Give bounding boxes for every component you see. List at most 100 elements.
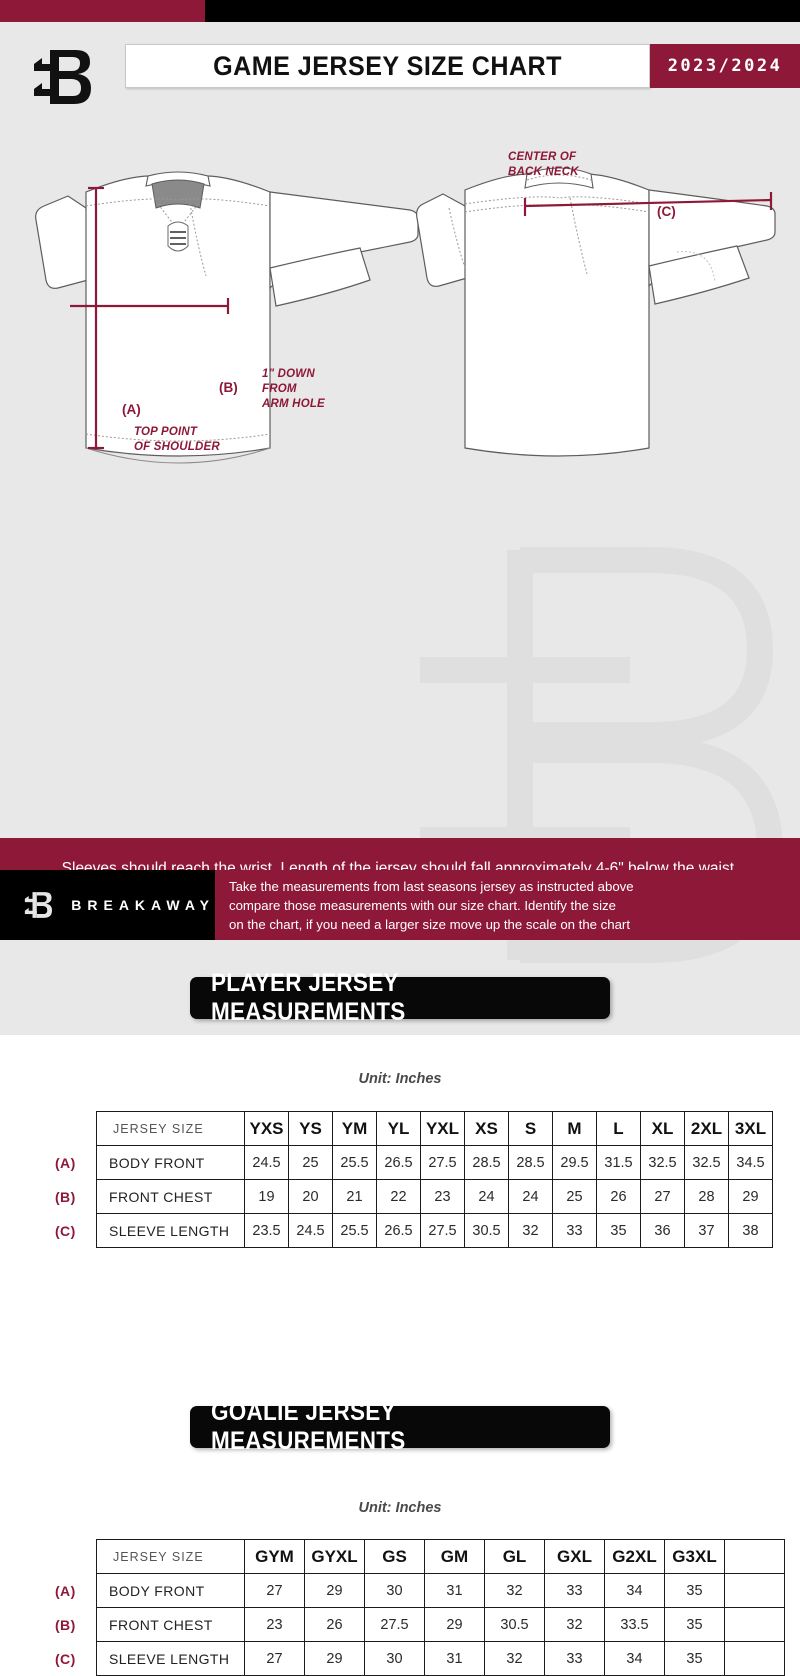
- table-row: (C) SLEEVE LENGTH 27 29 30 31 32 33 34 35: [55, 1641, 785, 1676]
- measurement-cell: 37: [684, 1213, 729, 1248]
- measurement-cell: 36: [640, 1213, 685, 1248]
- measurement-cell: 25.5: [332, 1145, 377, 1180]
- row-label-sleeve-length: (C) SLEEVE LENGTH: [55, 1641, 245, 1676]
- measurement-cell: 24: [464, 1179, 509, 1214]
- measurement-cell: 24: [508, 1179, 553, 1214]
- jersey-front-illustration: [35, 171, 419, 464]
- measurement-cell: 33: [552, 1213, 597, 1248]
- measurement-cell: 20: [288, 1179, 333, 1214]
- page-title-box: GAME JERSEY SIZE CHART: [125, 44, 650, 88]
- measurement-cell: 26.5: [376, 1213, 421, 1248]
- measurement-cell: 32: [544, 1607, 605, 1642]
- goalie-section-title: GOALIE JERSEY MEASUREMENTS: [211, 1398, 406, 1455]
- column-header-jersey-size: JERSEY SIZE: [96, 1111, 245, 1146]
- measurement-cell: 35: [596, 1213, 641, 1248]
- measurement-cell: 29.5: [552, 1145, 597, 1180]
- measurement-cell: 27.5: [420, 1145, 465, 1180]
- row-tag: (B): [55, 1616, 76, 1633]
- season-label: 2023/2024: [667, 56, 783, 76]
- measurement-cell: 25: [552, 1179, 597, 1214]
- page-header: GAME JERSEY SIZE CHART 2023/2024: [0, 44, 800, 104]
- measurement-cell: 30: [364, 1641, 425, 1676]
- footer-instructions-line2: compare those measurements with our size…: [229, 898, 617, 914]
- column-header-g2xl: G2XL: [604, 1539, 665, 1574]
- column-header-xl: XL: [640, 1111, 685, 1146]
- column-header-gm: GM: [424, 1539, 485, 1574]
- player-unit-label: Unit: Inches: [358, 1071, 442, 1087]
- page-title: GAME JERSEY SIZE CHART: [213, 50, 562, 81]
- measurement-cell: 31.5: [596, 1145, 641, 1180]
- column-header-3xl: 3XL: [728, 1111, 773, 1146]
- measurement-cell: 26: [304, 1607, 365, 1642]
- column-header-yxs: YXS: [244, 1111, 289, 1146]
- measurement-cell: 29: [728, 1179, 773, 1214]
- column-header-ym: YM: [332, 1111, 377, 1146]
- player-section-title: PLAYER JERSEY MEASUREMENTS: [211, 969, 406, 1026]
- measurement-cell: 32: [484, 1573, 545, 1608]
- goalie-unit-label: Unit: Inches: [358, 1500, 442, 1516]
- measurement-cell: 27: [244, 1641, 305, 1676]
- column-header-xs: XS: [464, 1111, 509, 1146]
- measurement-cell: 26: [596, 1179, 641, 1214]
- row-label-front-chest: (B) FRONT CHEST: [55, 1179, 245, 1214]
- page-footer: BREAKAWAY Take the measurements from las…: [0, 870, 800, 940]
- measure-tag-c: (C): [657, 204, 676, 219]
- breakaway-b-logo-icon: [28, 46, 102, 108]
- measurement-cell: 25.5: [332, 1213, 377, 1248]
- row-label-sleeve-length: (C) SLEEVE LENGTH: [55, 1213, 245, 1248]
- column-header-gym: GYM: [244, 1539, 305, 1574]
- measure-note-b-line1: 1" DOWN: [262, 368, 315, 380]
- footer-instructions: Take the measurements from last seasons …: [215, 870, 800, 940]
- top-accent-bar-maroon: [0, 0, 205, 22]
- measurement-cell: 23: [420, 1179, 465, 1214]
- measurement-cell: 30: [364, 1573, 425, 1608]
- measurement-cell: 35: [664, 1641, 725, 1676]
- column-header-s: S: [508, 1111, 553, 1146]
- measurement-cell: 19: [244, 1179, 289, 1214]
- measure-tag-b: (B): [219, 380, 238, 395]
- measurement-cell: 38: [728, 1213, 773, 1248]
- column-header-2xl: 2XL: [684, 1111, 729, 1146]
- footer-brand-block: BREAKAWAY: [0, 870, 215, 940]
- measurement-cell: [724, 1607, 785, 1642]
- season-badge: 2023/2024: [650, 44, 800, 88]
- measurement-cell: [724, 1573, 785, 1608]
- column-header-l: L: [596, 1111, 641, 1146]
- measurement-cell: [724, 1641, 785, 1676]
- measurement-cell: 27: [640, 1179, 685, 1214]
- column-header-ys: YS: [288, 1111, 333, 1146]
- measurement-cell: 29: [424, 1607, 485, 1642]
- goalie-measurements-table-wrap: JERSEY SIZE GYM GYXL GS GM GL GXL G2XL G3XL (A) BO…: [55, 1539, 800, 1676]
- table-row: (B) FRONT CHEST 19 20 21 22 23 24 24 25 26 27 28 29: [55, 1179, 773, 1214]
- player-measurements-table: JERSEY SIZE YXS YS YM YL YXL XS S M L XL 2XL 3XL (A) B…: [55, 1111, 773, 1248]
- measure-note-c: CENTER OF BACK NECK: [508, 150, 579, 180]
- measurement-cell: 24.5: [244, 1145, 289, 1180]
- measurement-cell: 35: [664, 1607, 725, 1642]
- footer-brand-name: BREAKAWAY: [71, 897, 215, 913]
- column-header-yxl: YXL: [420, 1111, 465, 1146]
- measure-note-b: 1" DOWN FROM ARM HOLE: [262, 367, 325, 413]
- measurement-cell: 22: [376, 1179, 421, 1214]
- measurement-cell: 32.5: [684, 1145, 729, 1180]
- measure-note-c-line2: BACK NECK: [508, 166, 579, 179]
- measurement-cell: 27.5: [420, 1213, 465, 1248]
- measure-note-b-line2: FROM: [262, 383, 297, 396]
- measure-note-a-line2: OF SHOULDER: [134, 441, 220, 454]
- measure-note-b-line3: ARM HOLE: [262, 398, 325, 411]
- column-header-jersey-size: JERSEY SIZE: [96, 1539, 245, 1574]
- measurement-cell: 33: [544, 1641, 605, 1676]
- measurement-cell: 27: [244, 1573, 305, 1608]
- column-header-m: M: [552, 1111, 597, 1146]
- jersey-back-illustration: [416, 167, 776, 457]
- measurement-cell: 26.5: [376, 1145, 421, 1180]
- table-row: (C) SLEEVE LENGTH 23.5 24.5 25.5 26.5 27.5 30.5…: [55, 1213, 773, 1248]
- table-row: (A) BODY FRONT 24.5 25 25.5 26.5 27.5 28.5 28.5 2…: [55, 1145, 773, 1180]
- table-header-row: JERSEY SIZE GYM GYXL GS GM GL GXL G2XL G3XL: [96, 1539, 785, 1574]
- measurement-cell: 27.5: [364, 1607, 425, 1642]
- measurement-cell: 30.5: [484, 1607, 545, 1642]
- goalie-section-banner: GOALIE JERSEY MEASUREMENTS: [190, 1398, 610, 1455]
- measurement-cell: 31: [424, 1573, 485, 1608]
- row-tag: (A): [55, 1582, 76, 1599]
- breakaway-b-logo-icon: [24, 892, 53, 918]
- column-header-yl: YL: [376, 1111, 421, 1146]
